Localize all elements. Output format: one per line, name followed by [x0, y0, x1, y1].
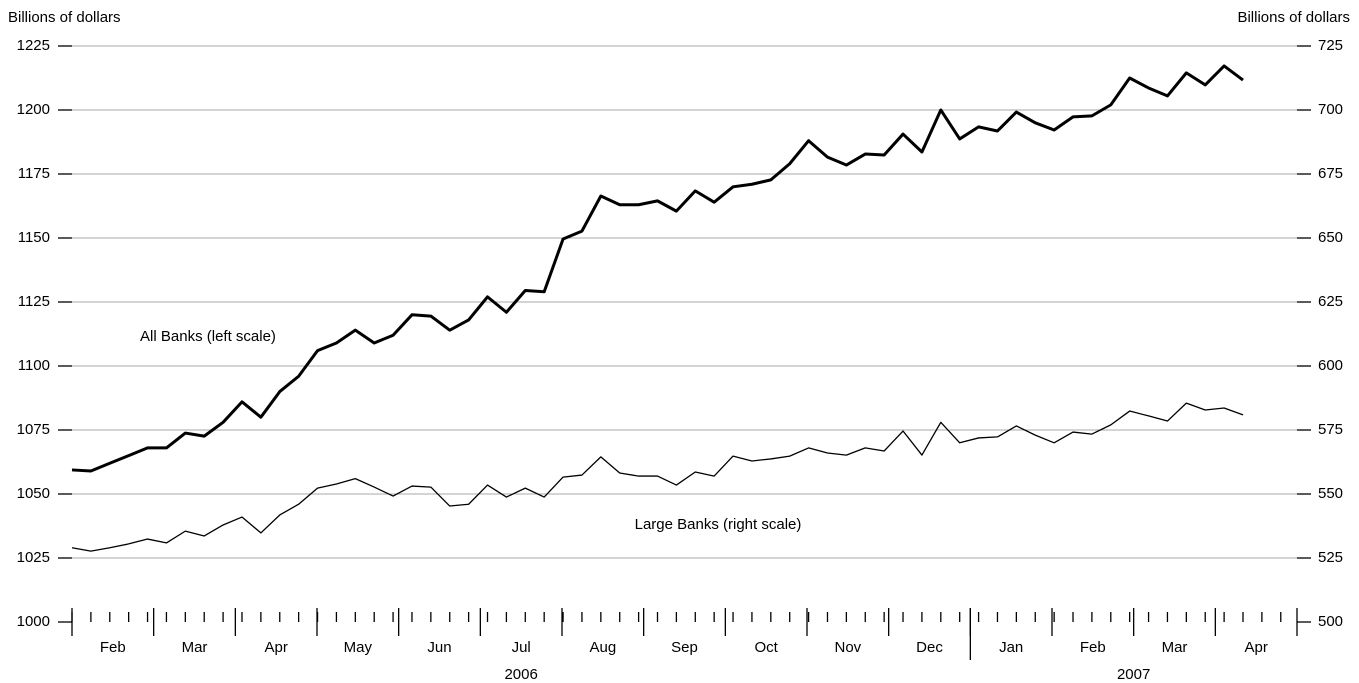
y-axis-label: Billions of dollars	[8, 9, 121, 26]
x-tick-label: Sep	[671, 639, 698, 656]
y2-tick-label: 500	[1318, 613, 1343, 630]
y-tick-label: 1200	[17, 101, 50, 118]
year-label: 2006	[504, 666, 537, 683]
y2-tick-label: 550	[1318, 485, 1343, 502]
y2-tick-label: 600	[1318, 357, 1343, 374]
y2-tick-label: 650	[1318, 229, 1343, 246]
x-tick-label: Apr	[1244, 639, 1267, 656]
y-tick-label: 1025	[17, 549, 50, 566]
y2-tick-label: 575	[1318, 421, 1343, 438]
y-tick-label: 1125	[18, 293, 50, 310]
y-tick-label: 1050	[17, 485, 50, 502]
series-label: All Banks (left scale)	[140, 328, 276, 345]
y2-tick-label: 625	[1318, 293, 1343, 310]
y-tick-label: 1175	[18, 165, 50, 182]
series-line	[71, 402, 1244, 552]
series-line	[71, 64, 1244, 473]
x-tick-label: Jan	[999, 639, 1023, 656]
y-tick-label: 1000	[17, 613, 50, 630]
y-tick-label: 1100	[18, 357, 50, 374]
y2-tick-label: 725	[1318, 37, 1343, 54]
y2-tick-label: 675	[1318, 165, 1343, 182]
year-label: 2007	[1117, 666, 1150, 683]
x-tick-label: Jun	[427, 639, 451, 656]
y-tick-label: 1225	[17, 37, 50, 54]
y2-tick-label: 525	[1318, 549, 1343, 566]
x-tick-label: Nov	[834, 639, 861, 656]
y2-tick-label: 700	[1318, 101, 1343, 118]
x-tick-label: Feb	[1080, 639, 1106, 656]
y-tick-label: 1075	[17, 421, 50, 438]
x-tick-label: Dec	[916, 639, 943, 656]
x-tick-label: Oct	[754, 639, 778, 656]
x-tick-label: Feb	[100, 639, 126, 656]
y-tick-label: 1150	[18, 229, 50, 246]
x-tick-label: May	[344, 639, 373, 656]
x-tick-label: Mar	[182, 639, 208, 656]
x-tick-label: Mar	[1162, 639, 1188, 656]
y2-axis-label: Billions of dollars	[1237, 9, 1350, 26]
x-tick-label: Apr	[264, 639, 287, 656]
x-tick-label: Aug	[589, 639, 616, 656]
x-tick-label: Jul	[512, 639, 531, 656]
series-label: Large Banks (right scale)	[635, 516, 802, 533]
